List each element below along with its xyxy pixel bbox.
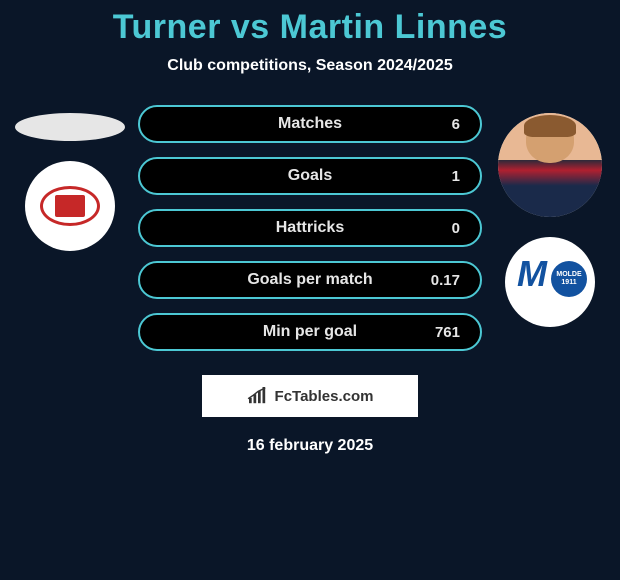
- stat-row-hattricks: Hattricks 0: [138, 209, 482, 247]
- stat-right-value: 0.17: [431, 272, 460, 289]
- stat-row-goals-per-match: Goals per match 0.17: [138, 261, 482, 299]
- stat-label: Hattricks: [276, 219, 344, 237]
- stat-row-matches: Matches 6: [138, 105, 482, 143]
- stat-right-value: 6: [452, 116, 460, 133]
- st-patricks-crest-icon: [40, 186, 100, 226]
- page-title: Turner vs Martin Linnes: [0, 8, 620, 47]
- stat-label: Matches: [278, 115, 342, 133]
- right-column: M MOLDE 1911: [490, 105, 610, 327]
- bar-chart-icon: [247, 387, 269, 405]
- stat-row-goals: Goals 1: [138, 157, 482, 195]
- left-player-avatar: [15, 113, 125, 141]
- stat-label: Goals: [288, 167, 332, 185]
- page-subtitle: Club competitions, Season 2024/2025: [0, 57, 620, 75]
- left-column: [10, 105, 130, 251]
- stat-right-value: 0: [452, 220, 460, 237]
- brand-box[interactable]: FcTables.com: [202, 375, 418, 417]
- right-player-avatar: [498, 113, 602, 217]
- stats-column: Matches 6 Goals 1 Hattricks 0 Goals per …: [130, 105, 490, 351]
- stat-label: Min per goal: [263, 323, 357, 341]
- stat-row-min-per-goal: Min per goal 761: [138, 313, 482, 351]
- footer-date: 16 february 2025: [0, 437, 620, 455]
- molde-letter: M: [517, 253, 547, 295]
- stat-right-value: 761: [435, 324, 460, 341]
- left-club-badge: [25, 161, 115, 251]
- stat-label: Goals per match: [247, 271, 372, 289]
- content-row: Matches 6 Goals 1 Hattricks 0 Goals per …: [0, 105, 620, 351]
- player-photo-icon: [498, 113, 602, 217]
- molde-crest-icon: M MOLDE 1911: [515, 247, 585, 317]
- molde-circle: MOLDE 1911: [551, 261, 587, 297]
- brand-label: FcTables.com: [275, 388, 374, 405]
- stat-right-value: 1: [452, 168, 460, 185]
- right-club-badge: M MOLDE 1911: [505, 237, 595, 327]
- comparison-card: Turner vs Martin Linnes Club competition…: [0, 0, 620, 455]
